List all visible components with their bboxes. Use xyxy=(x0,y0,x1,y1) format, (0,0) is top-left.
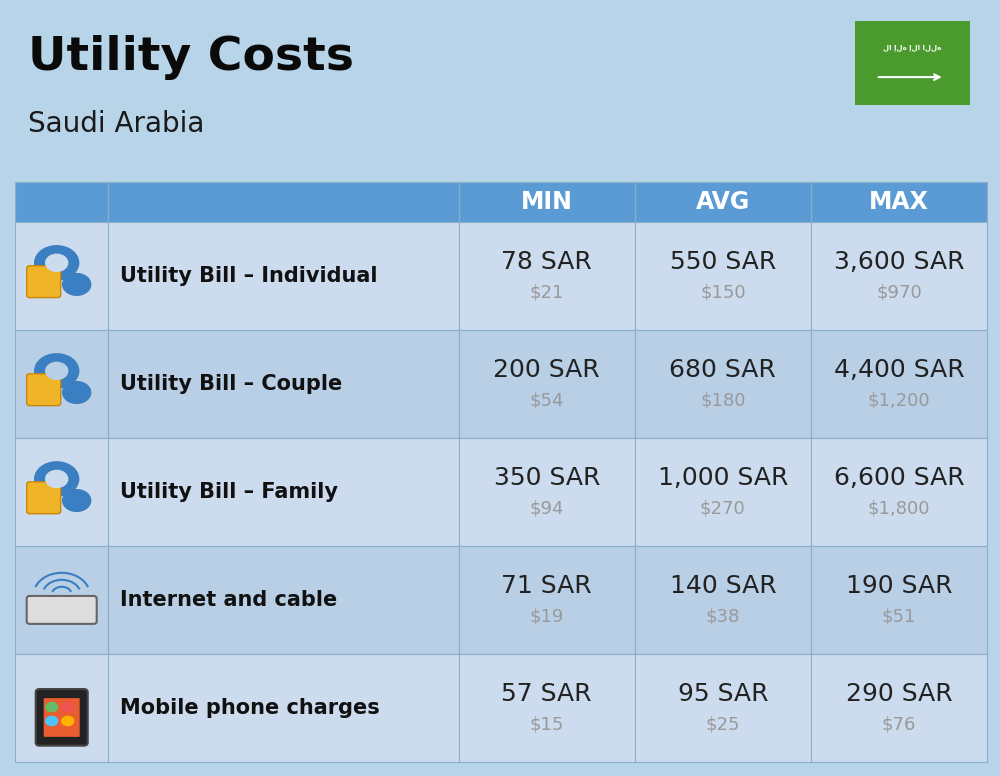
Bar xyxy=(459,330,635,438)
Bar xyxy=(811,438,987,546)
FancyBboxPatch shape xyxy=(36,689,88,746)
Text: 140 SAR: 140 SAR xyxy=(670,574,776,598)
Bar xyxy=(15,654,108,762)
Bar xyxy=(635,438,811,546)
Circle shape xyxy=(62,702,74,712)
FancyBboxPatch shape xyxy=(27,596,97,624)
Bar xyxy=(635,182,811,222)
Circle shape xyxy=(63,382,91,404)
Bar xyxy=(15,182,108,222)
Bar xyxy=(459,222,635,330)
Circle shape xyxy=(63,274,91,296)
Text: 57 SAR: 57 SAR xyxy=(501,682,592,706)
Circle shape xyxy=(35,246,79,280)
Text: $1,200: $1,200 xyxy=(868,391,930,409)
Text: $15: $15 xyxy=(530,715,564,733)
Bar xyxy=(108,438,459,546)
Text: Utility Costs: Utility Costs xyxy=(28,35,354,80)
Text: 680 SAR: 680 SAR xyxy=(669,358,776,382)
Text: 550 SAR: 550 SAR xyxy=(670,250,776,274)
Bar xyxy=(811,330,987,438)
Text: $270: $270 xyxy=(700,499,746,517)
Bar xyxy=(15,546,108,654)
Text: $25: $25 xyxy=(706,715,740,733)
Text: $76: $76 xyxy=(882,715,916,733)
Circle shape xyxy=(63,490,91,511)
Text: MAX: MAX xyxy=(869,190,929,214)
FancyBboxPatch shape xyxy=(44,698,80,737)
Bar xyxy=(108,182,459,222)
Bar xyxy=(15,222,108,330)
Text: $38: $38 xyxy=(706,607,740,625)
FancyBboxPatch shape xyxy=(27,482,61,514)
Text: 3,600 SAR: 3,600 SAR xyxy=(834,250,964,274)
Text: Utility Bill – Family: Utility Bill – Family xyxy=(120,482,338,502)
Text: Utility Bill – Individual: Utility Bill – Individual xyxy=(120,266,378,286)
Bar xyxy=(635,330,811,438)
Text: $180: $180 xyxy=(700,391,746,409)
Text: 6,600 SAR: 6,600 SAR xyxy=(834,466,964,490)
Text: لا إله إلا الله: لا إله إلا الله xyxy=(883,44,942,51)
Circle shape xyxy=(46,255,68,272)
FancyBboxPatch shape xyxy=(27,265,61,297)
Bar xyxy=(811,222,987,330)
Text: Internet and cable: Internet and cable xyxy=(120,590,338,610)
Text: 200 SAR: 200 SAR xyxy=(493,358,600,382)
Text: 350 SAR: 350 SAR xyxy=(494,466,600,490)
Text: 190 SAR: 190 SAR xyxy=(846,574,952,598)
Text: 1,000 SAR: 1,000 SAR xyxy=(658,466,788,490)
Bar xyxy=(811,546,987,654)
Circle shape xyxy=(62,716,74,726)
Bar xyxy=(108,546,459,654)
Text: $51: $51 xyxy=(882,607,916,625)
Circle shape xyxy=(46,362,68,379)
Text: 78 SAR: 78 SAR xyxy=(501,250,592,274)
Text: MIN: MIN xyxy=(521,190,573,214)
Bar xyxy=(459,438,635,546)
Text: AVG: AVG xyxy=(696,190,750,214)
Text: Saudi Arabia: Saudi Arabia xyxy=(28,110,204,138)
Circle shape xyxy=(35,462,79,496)
FancyBboxPatch shape xyxy=(27,374,61,406)
Circle shape xyxy=(46,470,68,487)
Bar xyxy=(459,182,635,222)
Circle shape xyxy=(35,354,79,388)
Bar xyxy=(15,438,108,546)
Text: $1,800: $1,800 xyxy=(868,499,930,517)
Circle shape xyxy=(46,702,58,712)
Bar xyxy=(811,182,987,222)
Text: 71 SAR: 71 SAR xyxy=(501,574,592,598)
Bar xyxy=(635,222,811,330)
Text: $19: $19 xyxy=(530,607,564,625)
Text: 4,400 SAR: 4,400 SAR xyxy=(834,358,964,382)
FancyBboxPatch shape xyxy=(855,21,970,105)
Bar xyxy=(459,546,635,654)
Bar xyxy=(459,654,635,762)
Text: $54: $54 xyxy=(529,391,564,409)
Bar xyxy=(635,546,811,654)
Text: Mobile phone charges: Mobile phone charges xyxy=(120,698,380,718)
Text: $970: $970 xyxy=(876,283,922,301)
Bar xyxy=(108,222,459,330)
Text: 95 SAR: 95 SAR xyxy=(678,682,768,706)
Bar xyxy=(108,654,459,762)
Text: $150: $150 xyxy=(700,283,746,301)
Bar xyxy=(635,654,811,762)
Bar xyxy=(811,654,987,762)
Text: $21: $21 xyxy=(530,283,564,301)
Text: $94: $94 xyxy=(529,499,564,517)
Bar xyxy=(15,330,108,438)
Text: Utility Bill – Couple: Utility Bill – Couple xyxy=(120,374,343,394)
Circle shape xyxy=(46,716,58,726)
Text: 290 SAR: 290 SAR xyxy=(846,682,952,706)
Bar xyxy=(108,330,459,438)
